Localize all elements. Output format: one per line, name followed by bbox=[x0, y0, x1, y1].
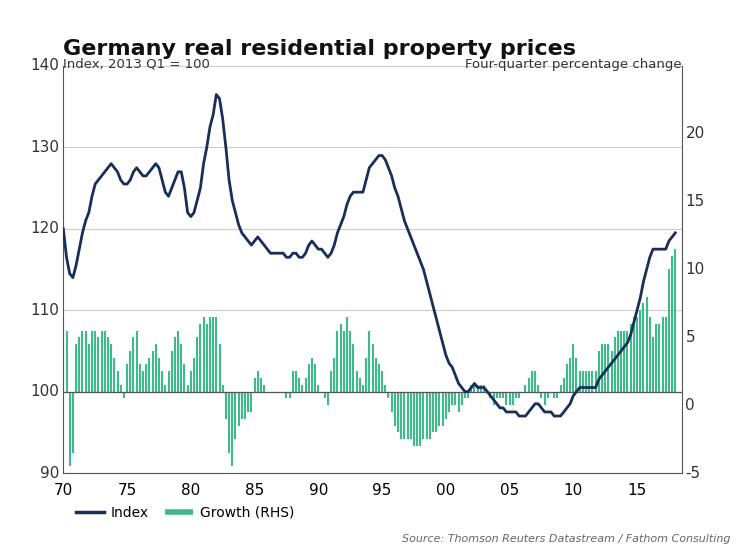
Text: 90: 90 bbox=[40, 465, 60, 481]
Text: Index, 2013 Q1 = 100: Index, 2013 Q1 = 100 bbox=[63, 58, 210, 71]
Text: Four-quarter percentage change: Four-quarter percentage change bbox=[465, 58, 682, 71]
Text: 10: 10 bbox=[685, 262, 705, 277]
Text: 120: 120 bbox=[31, 221, 60, 236]
Title: Germany real residential property prices: Germany real residential property prices bbox=[63, 39, 577, 59]
Text: 100: 100 bbox=[31, 384, 60, 399]
Text: 140: 140 bbox=[31, 58, 60, 74]
Text: 130: 130 bbox=[31, 140, 60, 155]
Text: 15: 15 bbox=[685, 194, 705, 209]
Text: Source: Thomson Reuters Datastream / Fathom Consulting: Source: Thomson Reuters Datastream / Fat… bbox=[402, 535, 730, 544]
Legend: Index, Growth (RHS): Index, Growth (RHS) bbox=[70, 500, 300, 525]
Text: 110: 110 bbox=[31, 302, 60, 318]
Text: 0: 0 bbox=[685, 398, 695, 412]
Text: 20: 20 bbox=[685, 126, 705, 141]
Text: -5: -5 bbox=[685, 465, 700, 481]
Text: 5: 5 bbox=[685, 330, 695, 345]
